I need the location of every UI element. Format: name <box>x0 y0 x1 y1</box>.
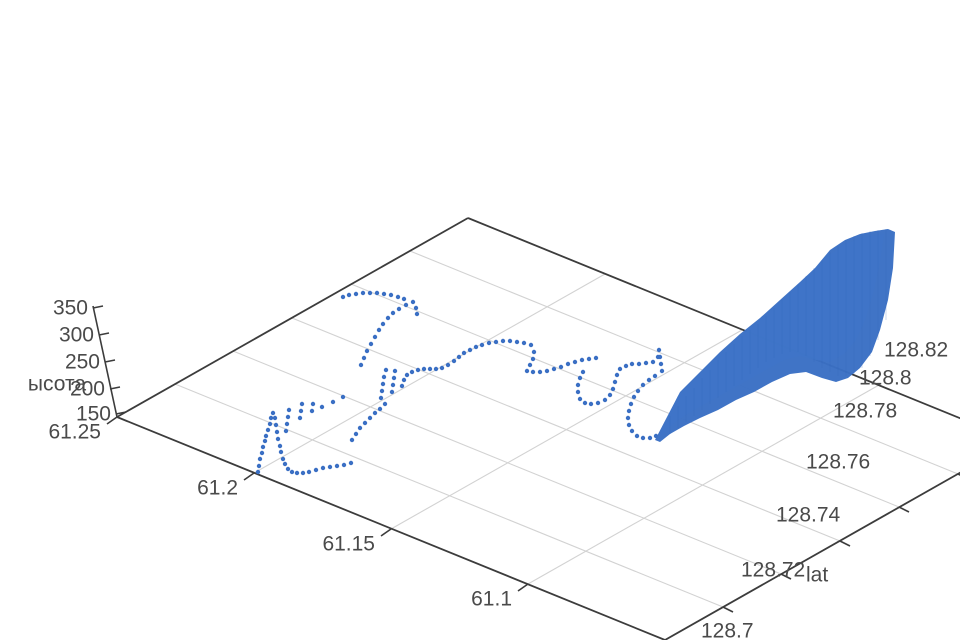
lat-tick-label-1287: 128.7 <box>701 619 754 640</box>
z-axis-title: ысота <box>27 372 86 396</box>
x-tick-label-611: 61.1 <box>471 587 512 611</box>
scatter-points-dense-band <box>655 229 895 442</box>
z-axis <box>92 305 127 418</box>
lat-tick-label-12878: 128.78 <box>833 399 898 423</box>
x-tick-label-6115: 61.15 <box>322 532 375 556</box>
lat-tick-label-12876: 128.76 <box>806 450 871 474</box>
z-tick-label-200: 200 <box>69 377 105 401</box>
z-tick-label-350: 350 <box>52 296 88 320</box>
x-axis-ticks <box>106 416 529 592</box>
x-tick-label-6125: 61.25 <box>48 420 101 444</box>
z-tick-label-250: 250 <box>64 350 100 374</box>
scatter-points-sparse <box>255 290 665 476</box>
lat-tick-label-12882: 128.82 <box>884 338 949 362</box>
lat-tick-label-12874: 128.74 <box>776 503 841 527</box>
lat-tick-label-1288: 128.8 <box>859 366 912 390</box>
x-tick-label-612: 61.2 <box>197 476 238 500</box>
z-tick-label-150: 150 <box>75 402 111 426</box>
lat-tick-label-12872: 128.72 <box>741 558 806 582</box>
z-tick-label-300: 300 <box>58 323 94 347</box>
lat-axis-title: lat <box>806 563 829 587</box>
